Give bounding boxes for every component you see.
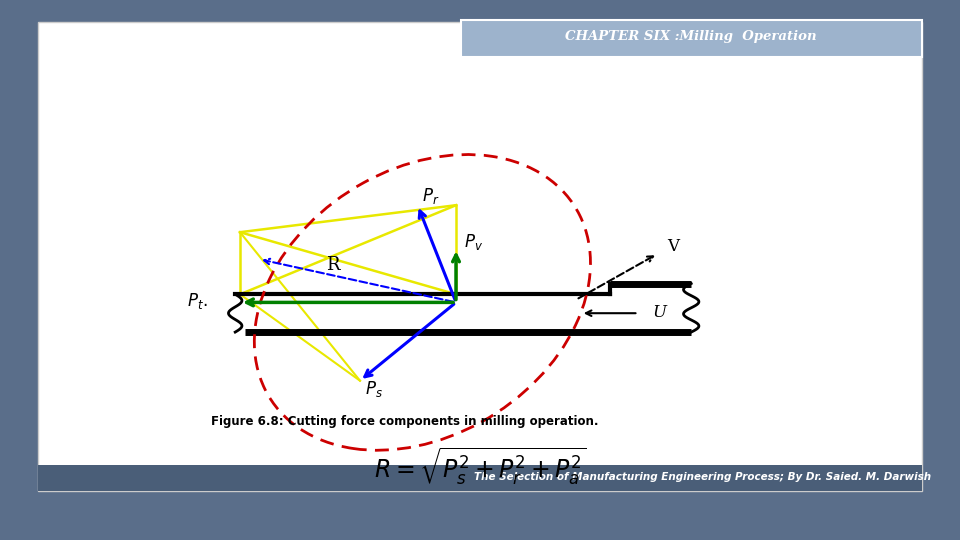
Text: The Selection of Manufacturing Engineering Process; By Dr. Saied. M. Darwish: The Selection of Manufacturing Engineeri… <box>474 472 931 482</box>
FancyBboxPatch shape <box>461 20 922 57</box>
Text: U: U <box>653 304 667 321</box>
Text: CHAPTER SIX :Milling  Operation: CHAPTER SIX :Milling Operation <box>565 30 817 43</box>
Text: $P_r$: $P_r$ <box>422 186 440 206</box>
FancyBboxPatch shape <box>38 465 922 491</box>
Text: V: V <box>667 238 680 255</box>
Text: Figure 6.8: Cutting force components in milling operation.: Figure 6.8: Cutting force components in … <box>211 415 599 428</box>
Text: R: R <box>326 256 340 274</box>
Text: $R = \sqrt{P_s^2 + P_r^2 + P_a^2}$: $R = \sqrt{P_s^2 + P_r^2 + P_a^2}$ <box>373 446 587 488</box>
Text: $P_s$: $P_s$ <box>365 379 383 399</box>
Text: $P_v$: $P_v$ <box>464 232 483 252</box>
FancyBboxPatch shape <box>38 22 922 491</box>
Text: $P_t.$: $P_t.$ <box>187 291 207 311</box>
Polygon shape <box>235 284 691 332</box>
